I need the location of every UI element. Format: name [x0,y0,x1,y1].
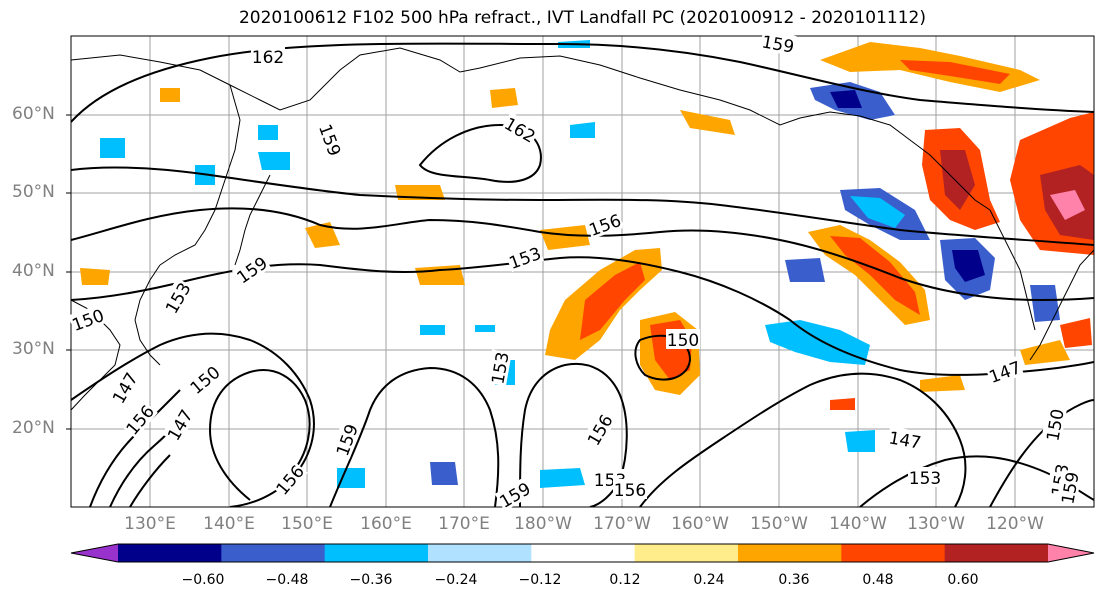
lon-label: 160°W [671,514,729,534]
contour-label-bg [231,251,272,288]
height-contours [71,42,1094,507]
lat-label-20n: 20°N [12,418,55,438]
colorbar-tick-label: −0.60 [181,572,225,588]
lon-label: 130°E [124,514,176,534]
lon-label: 140°W [829,514,887,534]
contour-label: 156 [614,481,646,501]
colorbar-swatch [841,544,946,562]
contour-label-bg [486,349,512,387]
colorbar-swatch [428,544,532,562]
contour-label-bg [985,355,1025,387]
colorbar-tick-label: 0.24 [693,572,725,588]
contour-label-bg [1041,406,1067,444]
colorbar-tick-label: −0.12 [518,572,562,588]
map-title: 2020100612 F102 500 hPa refract., IVT La… [238,8,926,28]
lon-label: 180°W [514,514,572,534]
colorbar-outline [70,543,1095,563]
contour-label-bg [759,30,797,56]
contour-label-bg [886,426,924,452]
lon-label: 160°E [360,514,412,534]
contour-label-bg [505,241,545,273]
lat-label-60n: 60°N [12,104,55,124]
lon-label: 140°E [203,514,255,534]
lon-label: 120°W [986,514,1044,534]
contour-label: 153 [909,469,941,489]
contour-label-bg [159,277,195,318]
contour-label-bg [120,399,158,439]
lat-label-40n: 40°N [12,261,55,281]
lon-label: 150°W [750,514,808,534]
colorbar-tick-label: −0.48 [265,572,309,588]
contour-label-bg [251,46,285,66]
contour-label-bg [494,476,535,512]
contour-label-bg [270,459,308,499]
colorbar-swatch [531,544,636,562]
colorbar-tick-label: 0.48 [862,572,894,588]
contour-label-bg [161,404,197,445]
colorbar-swatch [738,544,842,562]
lat-label-30n: 30°N [12,339,55,359]
lon-label: 130°W [907,514,965,534]
contour-label-bg [908,467,942,487]
contour-label-bg [1056,469,1082,507]
colorbar-tick-label: 0.60 [947,572,979,588]
colorbar-swatch [118,544,222,562]
contour-label-bg [585,208,625,240]
colorbar-tick-label: −0.24 [434,572,478,588]
contour-label-bg [184,360,224,398]
contour-label: 150 [667,331,699,351]
colorbar [70,543,1095,563]
lon-label: 170°W [593,514,651,534]
colorbar-extension-min [71,544,118,562]
colorbar-swatch [944,544,1049,562]
colorbar-tick-label: −0.36 [349,572,393,588]
colorbar-swatch [634,544,739,562]
contour-label-bg [106,367,142,408]
axis-ticks [66,114,71,430]
contour-label-bg [613,479,647,499]
contour-label-bg [315,120,347,160]
lat-label-50n: 50°N [12,182,55,202]
contour-label-bg [581,409,617,450]
contour-label-bg [500,111,541,147]
contour-label-bg [330,420,362,460]
contour-label-bg [666,329,700,349]
lon-label: 150°E [281,514,333,534]
coastlines [71,47,1094,411]
colorbar-swatch [221,544,326,562]
colorbar-extension-max [1048,544,1094,562]
lon-label: 170°E [438,514,490,534]
contour-label: 162 [252,48,284,68]
colorbar-tick-label: 0.36 [778,572,810,588]
colorbar-tick-label: 0.12 [609,572,641,588]
colorbar-swatch [324,544,429,562]
contour-label-bg [68,303,108,335]
